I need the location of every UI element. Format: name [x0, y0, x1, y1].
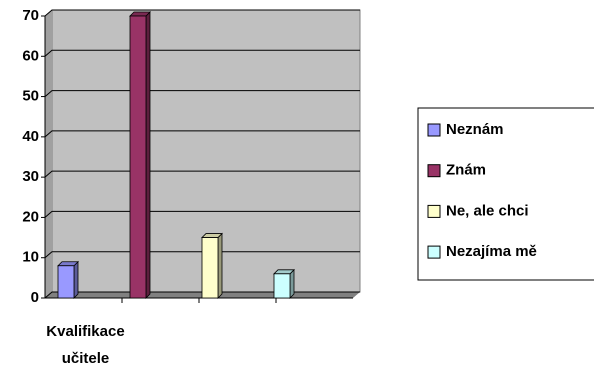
legend-swatch — [427, 245, 441, 259]
bar-side — [217, 232, 223, 299]
bar-top — [273, 269, 295, 275]
legend — [417, 107, 594, 281]
y-tick-label: 10 — [22, 249, 39, 266]
side-wall — [45, 10, 52, 298]
bar-top — [57, 261, 79, 267]
legend-swatch — [427, 204, 441, 218]
grid-line — [44, 291, 360, 299]
grid-line — [44, 170, 360, 178]
legend-label: Neznám — [446, 121, 504, 138]
bar — [57, 265, 75, 299]
x-tick-label: Kvalifikace učitele — [46, 323, 125, 367]
legend-label: Nezajíma mě — [446, 243, 537, 260]
grid-line — [44, 9, 360, 17]
bar-top — [129, 11, 151, 17]
bar — [201, 237, 219, 299]
y-tick-label: 0 — [31, 289, 39, 306]
grid-line — [44, 210, 360, 218]
bar-side — [289, 268, 295, 299]
y-tick-label: 50 — [22, 88, 39, 105]
bar-side — [73, 260, 79, 299]
y-tick-label: 70 — [22, 7, 39, 24]
bar-side — [145, 11, 151, 299]
grid-line — [44, 130, 360, 138]
legend-label: Znám — [446, 162, 486, 179]
grid-line — [44, 90, 360, 97]
legend-swatch — [427, 164, 441, 178]
bar-top — [201, 233, 223, 238]
bar — [273, 273, 291, 299]
y-tick-label: 60 — [22, 47, 39, 64]
grid-line — [44, 49, 360, 57]
y-tick-label: 30 — [22, 168, 39, 185]
legend-label: Ne, ale chci — [446, 202, 529, 219]
y-tick-label: 20 — [22, 208, 39, 225]
legend-swatch — [427, 123, 441, 137]
bar — [129, 15, 147, 299]
grid-line — [44, 251, 360, 259]
y-tick-label: 40 — [22, 128, 39, 145]
